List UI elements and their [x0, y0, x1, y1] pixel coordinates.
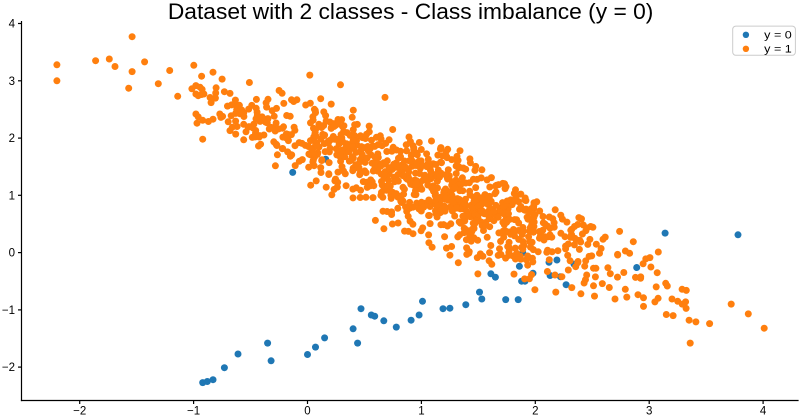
svg-text:3: 3 [9, 76, 15, 88]
svg-text:y = 1: y = 1 [764, 44, 792, 56]
svg-text:1: 1 [9, 190, 15, 202]
svg-text:0: 0 [304, 406, 310, 417]
svg-text:2: 2 [9, 133, 15, 145]
svg-text:−1: −1 [187, 406, 200, 417]
svg-text:3: 3 [646, 406, 652, 417]
svg-text:2: 2 [532, 406, 538, 417]
svg-text:4: 4 [760, 406, 767, 417]
svg-text:0: 0 [9, 248, 15, 260]
svg-text:−1: −1 [2, 305, 15, 317]
svg-text:Dataset with 2 classes - Class: Dataset with 2 classes - Class imbalance… [168, 0, 654, 24]
svg-text:4: 4 [9, 19, 16, 31]
svg-text:−2: −2 [73, 406, 86, 417]
svg-text:1: 1 [418, 406, 424, 417]
svg-text:y = 0: y = 0 [764, 29, 792, 41]
svg-text:−2: −2 [2, 362, 15, 374]
